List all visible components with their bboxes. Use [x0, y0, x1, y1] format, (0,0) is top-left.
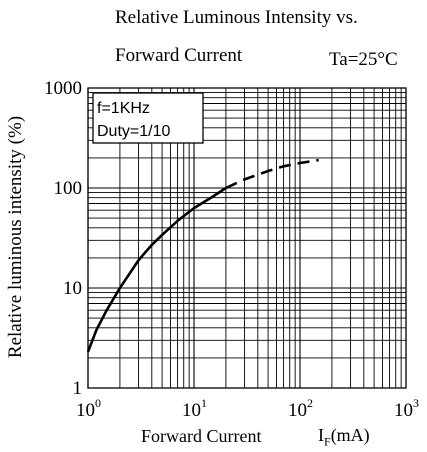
series-line-solid	[86, 186, 227, 353]
annotation-box: f=1KHz Duty=1/10	[92, 92, 204, 144]
chart-title-line1: Relative Luminous Intensity vs.	[115, 7, 358, 28]
x-tick-base: 10	[288, 400, 307, 421]
x-tick-base: 10	[76, 400, 95, 421]
y-tick-label: 100	[54, 178, 83, 199]
y-tick-label: 1000	[44, 78, 82, 99]
chart-title-line2: Forward Current	[115, 45, 243, 66]
data-curves	[86, 158, 319, 353]
x-tick-exponent: 1	[201, 396, 207, 410]
series-line-dashed	[225, 158, 319, 190]
temperature-condition: Ta=25°C	[329, 49, 398, 70]
x-axis-symbol: IF(mA)	[318, 425, 370, 450]
y-tick-labels: 1 10 100 1000	[44, 78, 82, 399]
annotation-duty: Duty=1/10	[97, 123, 170, 140]
annotation-box-frame	[92, 92, 204, 144]
x-tick-label: 100	[76, 396, 101, 421]
annotation-frequency: f=1KHz	[97, 100, 150, 117]
x-tick-label: 103	[394, 396, 419, 421]
x-tick-labels: 100 101 102 103	[76, 396, 419, 421]
x-axis-unit: (mA)	[330, 425, 370, 445]
x-tick-exponent: 0	[95, 396, 101, 410]
x-tick-exponent: 2	[307, 396, 313, 410]
x-tick-label: 101	[182, 396, 207, 421]
x-tick-base: 10	[394, 400, 413, 421]
y-tick-label: 1	[73, 378, 83, 399]
y-tick-label: 10	[63, 278, 82, 299]
x-axis-symbol-letter: I	[318, 425, 324, 445]
x-tick-label: 102	[288, 396, 313, 421]
plot-frame	[87, 87, 407, 389]
x-tick-exponent: 3	[413, 396, 419, 410]
x-tick-base: 10	[182, 400, 201, 421]
x-axis-label: Forward Current	[141, 426, 262, 446]
x-axis-symbol-subscript: F	[324, 434, 331, 449]
